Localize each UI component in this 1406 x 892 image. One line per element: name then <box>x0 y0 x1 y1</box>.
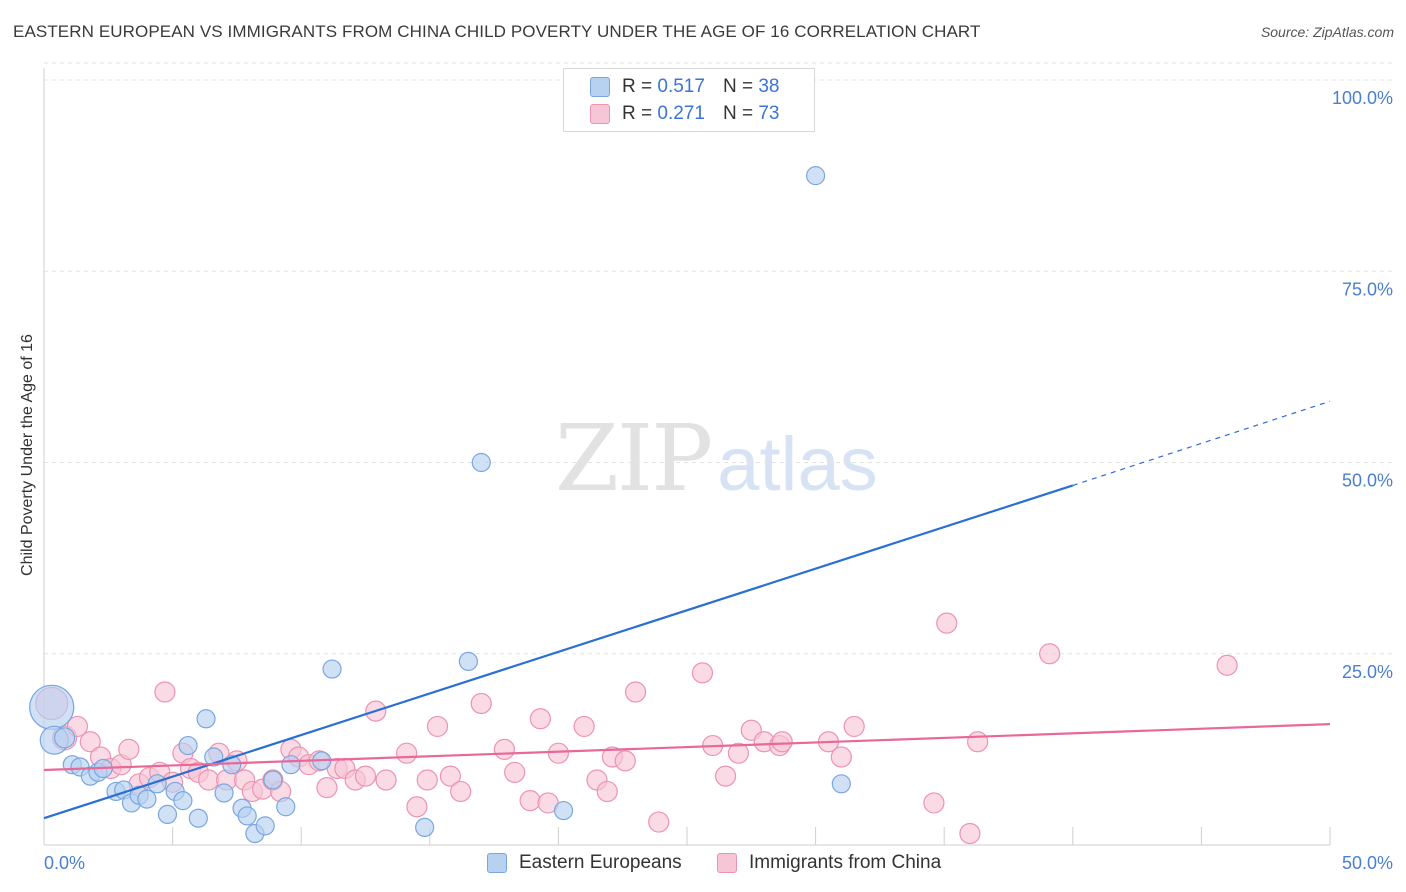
eastern-european-point <box>188 808 208 828</box>
eastern-european-point <box>137 789 157 809</box>
china-point <box>354 765 377 787</box>
chart-title: EASTERN EUROPEAN VS IMMIGRANTS FROM CHIN… <box>13 22 981 41</box>
china-point <box>493 738 515 760</box>
legend-swatch-pink <box>590 104 610 124</box>
legend-row-immigrants-from-china: R = 0.271 N = 73 <box>590 101 779 127</box>
china-point <box>504 761 526 783</box>
legend-r-label: R = <box>622 103 653 124</box>
china-point <box>573 715 595 738</box>
eastern-european-point <box>471 452 491 473</box>
china-point <box>967 731 989 753</box>
china-point <box>79 731 101 753</box>
legend-n-label: N = <box>722 76 754 97</box>
eastern-european-point <box>157 804 178 825</box>
china-point <box>1216 654 1238 676</box>
china-point <box>198 769 220 791</box>
x-tick-label-max: 50.0% <box>1342 853 1393 873</box>
series-legend-immigrants-from-china[interactable]: Immigrants from China <box>717 852 941 874</box>
series-legend-label-2: Immigrants from China <box>749 852 942 873</box>
china-point <box>154 681 176 703</box>
eastern-european-point <box>237 806 257 826</box>
axes <box>43 68 1331 846</box>
china-point <box>843 715 865 738</box>
legend-n-label: N = <box>722 103 754 124</box>
eastern-european-point <box>29 684 75 730</box>
trend-line-eastern-europeans-extrapolated <box>1072 400 1331 487</box>
china-point <box>691 662 714 684</box>
eastern-european-point <box>322 659 342 679</box>
series-legend-eastern-europeans[interactable]: Eastern Europeans <box>487 852 682 874</box>
eastern-european-point <box>178 735 198 756</box>
points-eastern-europeans <box>29 166 851 844</box>
china-point <box>416 769 438 791</box>
china-point <box>375 769 397 791</box>
china-point <box>118 738 140 760</box>
china-point <box>316 777 338 799</box>
legend-r-value-1: 0.517 <box>657 76 705 97</box>
y-tick-label: 50.0% <box>1342 471 1393 491</box>
china-point <box>470 692 492 715</box>
eastern-european-point <box>53 727 76 749</box>
eastern-european-point <box>805 166 826 186</box>
series-legend: Eastern Europeans Immigrants from China <box>0 852 1406 878</box>
china-point <box>406 796 428 818</box>
china-point <box>426 715 449 738</box>
watermark-zip: ZIP <box>555 405 713 512</box>
china-point <box>959 822 981 845</box>
y-tick-label: 25.0% <box>1342 662 1393 682</box>
eastern-european-point <box>553 800 574 821</box>
legend-row-eastern-europeans: R = 0.517 N = 38 <box>590 74 779 100</box>
tick-labels: 25.0% 50.0% 75.0% 100.0% 0.0% 50.0% <box>44 88 1393 873</box>
eastern-european-point <box>263 770 283 790</box>
china-point <box>936 612 958 634</box>
eastern-european-point <box>458 651 478 672</box>
china-point <box>396 742 418 764</box>
china-point <box>614 750 636 772</box>
series-legend-label-1: Eastern Europeans <box>519 852 682 873</box>
legend-r-label: R = <box>622 76 653 97</box>
eastern-european-point <box>214 783 234 803</box>
china-point <box>450 780 472 803</box>
eastern-european-point <box>415 817 435 838</box>
eastern-european-point <box>281 755 301 775</box>
china-point <box>519 790 541 812</box>
legend-r-value-2: 0.271 <box>657 103 705 124</box>
correlation-legend: R = 0.517 N = 38 R = 0.271 N = 73 <box>563 68 815 132</box>
series-legend-swatch-pink <box>717 853 737 873</box>
china-point <box>624 681 647 703</box>
china-point <box>547 742 570 764</box>
y-tick-label: 75.0% <box>1342 279 1393 299</box>
china-point <box>830 746 852 768</box>
china-point <box>771 731 793 753</box>
points-immigrants-from-china <box>35 612 1238 845</box>
eastern-european-point <box>255 816 275 836</box>
china-point <box>1039 643 1061 665</box>
grid-lines <box>44 62 1392 655</box>
china-point <box>529 708 551 730</box>
trend-line-immigrants-from-china <box>43 723 1331 772</box>
trend-lines <box>43 400 1331 820</box>
eastern-european-point <box>276 797 296 817</box>
legend-swatch-blue <box>590 77 610 97</box>
china-point <box>714 765 737 787</box>
trend-line-eastern-europeans <box>43 484 1074 820</box>
watermark-atlas: atlas <box>717 422 878 507</box>
eastern-european-point <box>196 709 216 729</box>
source-label: Source: ZipAtlas.com <box>1260 24 1394 40</box>
china-point <box>596 780 618 803</box>
y-tick-label: 100.0% <box>1332 88 1393 108</box>
series-legend-swatch-blue <box>487 853 507 873</box>
legend-n-value-2: 73 <box>758 103 780 124</box>
china-point <box>648 811 670 833</box>
china-point <box>923 792 945 814</box>
china-point <box>439 765 461 787</box>
eastern-european-point <box>831 774 851 794</box>
eastern-european-point <box>173 791 193 811</box>
china-point <box>727 742 750 764</box>
x-tick-label-min: 0.0% <box>44 853 85 873</box>
legend-n-value-1: 38 <box>758 76 780 97</box>
watermark: ZIPatlas <box>555 405 878 512</box>
